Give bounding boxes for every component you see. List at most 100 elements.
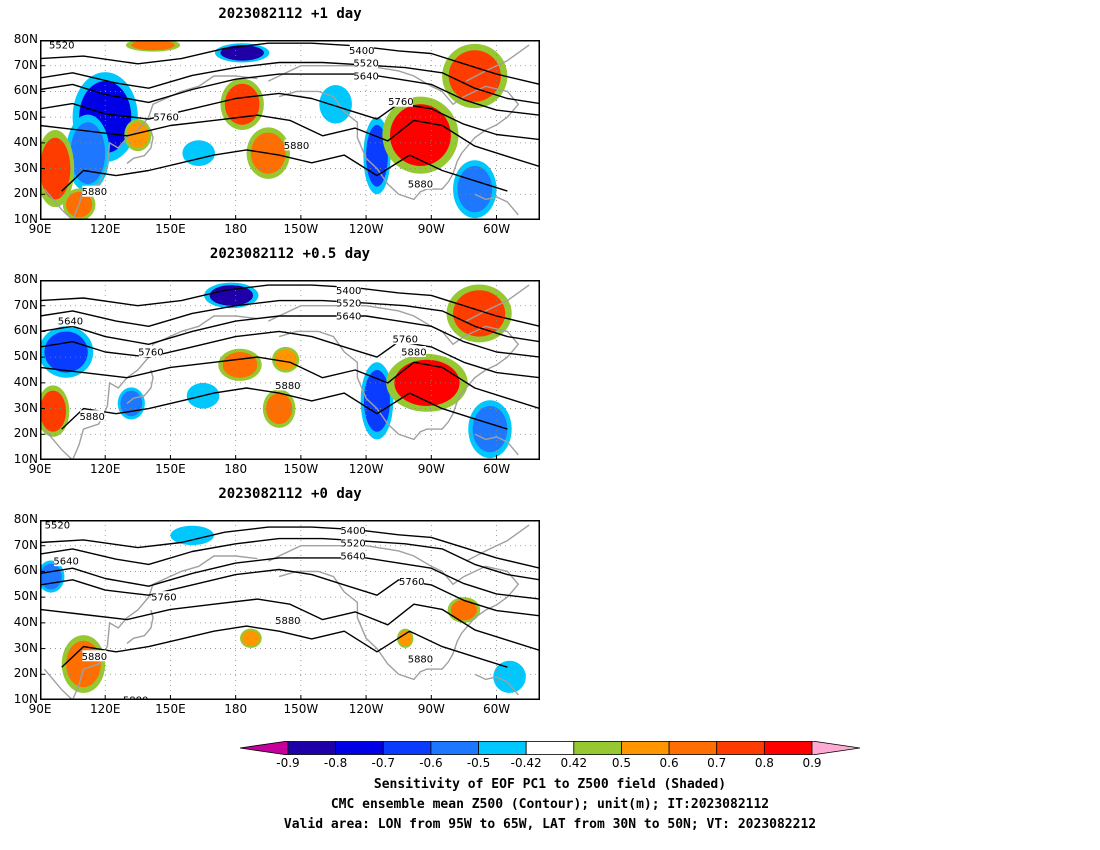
- coastline: [268, 65, 520, 201]
- contour-label-bg: [49, 40, 74, 51]
- shading-region-core: [274, 349, 297, 370]
- colorbar-tick-label: -0.42: [510, 756, 542, 770]
- lon-tick-label: 180: [224, 222, 248, 236]
- contour-line: [40, 73, 540, 116]
- contour-label: 5760: [153, 113, 178, 124]
- lon-tick-label: 90W: [417, 462, 445, 476]
- map-frame: [40, 280, 540, 460]
- contour-label: 5880: [284, 141, 309, 152]
- panel-1-svg: 5520 5400 5520 5640 5760 5760 5880 5880 5880: [40, 40, 540, 220]
- contour-line: [40, 598, 540, 652]
- lat-tick-label: 30N: [13, 160, 38, 175]
- caption-line-3: Valid area: LON from 95W to 65W, LAT fro…: [283, 817, 817, 832]
- contour-label: 5400: [340, 526, 365, 537]
- contour-label-bg: [45, 520, 70, 531]
- contour-label: 5520: [353, 59, 378, 70]
- map-frame: [40, 40, 540, 220]
- lat-tick-label: 20N: [13, 186, 38, 201]
- contour-label: 5520: [45, 521, 70, 532]
- panel-3-svg: 5520 5400 5520 5640 5640 5760 5760 5880 5880 5880…: [40, 520, 540, 700]
- lat-tick-label: 10N: [13, 692, 38, 706]
- contour-label: 5880: [79, 412, 104, 423]
- colorbar-tick-label: -0.8: [323, 756, 348, 770]
- lat-tick-label: 60N: [13, 323, 38, 338]
- shading-region-core: [390, 104, 451, 166]
- lat-tick-label: 50N: [13, 589, 38, 604]
- contour-label-bg: [82, 185, 107, 197]
- lon-tick-label: 150E: [155, 222, 186, 236]
- lat-tick-label: 70N: [13, 297, 38, 312]
- contour-label-bg: [275, 379, 300, 391]
- shading-region-core: [394, 359, 460, 406]
- shading-region-core: [222, 352, 258, 378]
- lat-tick-label: 70N: [13, 537, 38, 552]
- contour-line: [40, 330, 540, 379]
- contour-label-bg: [275, 614, 300, 626]
- contour-line: [61, 387, 508, 430]
- contour-line: [40, 42, 540, 86]
- lon-tick-label: 60W: [482, 222, 511, 236]
- lat-tick-label: 20N: [13, 426, 38, 441]
- contour-label: 5640: [58, 317, 83, 328]
- coastline: [474, 433, 519, 456]
- colorbar-tick-label: -0.6: [419, 756, 443, 770]
- coastline: [465, 44, 530, 82]
- contour-line: [40, 315, 540, 358]
- lat-tick-label: 40N: [13, 614, 38, 629]
- shading-region-core: [457, 166, 493, 213]
- shading-region-core: [66, 640, 101, 688]
- lon-tick-label: 120E: [89, 462, 121, 476]
- lon-tick-label: 120W: [348, 462, 384, 476]
- lat-tick-label: 80N: [13, 512, 38, 526]
- coastline: [268, 545, 520, 681]
- colorbar-box: [335, 741, 384, 755]
- contour-label: 5640: [336, 312, 361, 323]
- lat-tick-label: 70N: [13, 57, 38, 72]
- coastline: [43, 315, 258, 460]
- colorbar-tick-label: 0.7: [707, 756, 727, 770]
- contour-label-bg: [336, 310, 361, 321]
- contour-label-bg: [154, 111, 179, 123]
- contour-line: [40, 284, 540, 327]
- lon-tick-label: 150W: [283, 702, 319, 716]
- lon-tick-label: 150E: [155, 702, 186, 716]
- shading-region-core: [453, 290, 506, 337]
- contour-line: [40, 114, 540, 168]
- caption-line-2: CMC ensemble mean Z500 (Contour); unit(m…: [330, 797, 770, 812]
- contour-line: [61, 625, 508, 668]
- contour-label-bg: [408, 178, 433, 189]
- colorbar-tick-label: 0.9: [802, 756, 822, 770]
- contour-label: 5520: [340, 539, 365, 550]
- colorbar-box: [478, 741, 527, 755]
- contour-label: 5880: [408, 180, 433, 191]
- colorbar-box: [716, 741, 765, 755]
- lon-tick-label: 120W: [348, 702, 384, 716]
- contour-label: 5880: [82, 187, 107, 198]
- contour-label: 5760: [151, 593, 176, 604]
- contour-line: [40, 356, 540, 410]
- coastline: [43, 555, 258, 700]
- contour-label-bg: [80, 410, 105, 422]
- lon-tick-label: 180: [224, 702, 248, 716]
- panel-2-svg: 5400 5520 5640 5640 5760 5760 5880 5880 5880: [40, 280, 540, 460]
- lon-tick-label: 90W: [417, 702, 445, 716]
- contour-label-bg: [123, 694, 148, 700]
- colorbar-tick-label: 0.8: [754, 756, 774, 770]
- lat-tick-label: 50N: [13, 349, 38, 364]
- contour-label: 5520: [49, 41, 74, 52]
- contour-label: 5880: [123, 696, 148, 701]
- colorbar-tick-label: -0.7: [371, 756, 395, 770]
- lat-tick-label: 60N: [13, 563, 38, 578]
- contour-label-bg: [354, 70, 379, 81]
- shading-region-core: [40, 390, 67, 432]
- panel-3-map: 5520 5400 5520 5640 5640 5760 5760 5880 5880 5880…: [40, 520, 540, 700]
- lon-tick-label: 90E: [28, 222, 52, 236]
- contour-label-bg: [399, 575, 424, 587]
- lat-tick-label: 30N: [13, 640, 38, 655]
- contour-label: 5880: [401, 348, 426, 359]
- contour-line: [40, 61, 540, 105]
- contour-label-bg: [341, 550, 366, 561]
- shading-region-core: [126, 122, 149, 148]
- coastline: [465, 524, 530, 562]
- contour-label-bg: [58, 315, 83, 327]
